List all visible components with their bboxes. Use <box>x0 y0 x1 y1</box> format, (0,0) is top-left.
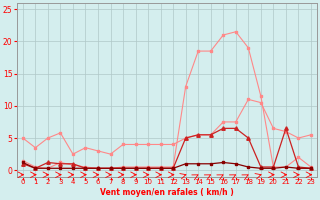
X-axis label: Vent moyen/en rafales ( km/h ): Vent moyen/en rafales ( km/h ) <box>100 188 234 197</box>
